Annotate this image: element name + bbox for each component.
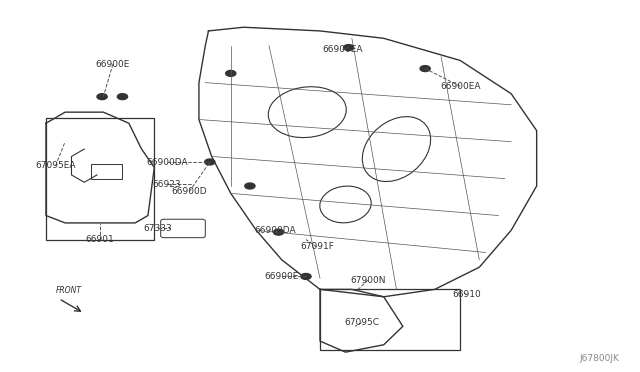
Text: 66900E: 66900E xyxy=(264,272,299,281)
Circle shape xyxy=(273,229,284,235)
Bar xyxy=(46,118,154,240)
Text: 67095C: 67095C xyxy=(344,318,379,327)
Circle shape xyxy=(245,183,255,189)
Circle shape xyxy=(117,94,127,100)
Circle shape xyxy=(344,45,354,51)
Text: 66900DA: 66900DA xyxy=(255,226,296,235)
Circle shape xyxy=(420,65,430,71)
Text: 67333: 67333 xyxy=(143,224,172,233)
Circle shape xyxy=(205,159,215,165)
Circle shape xyxy=(97,94,107,100)
Text: 66923: 66923 xyxy=(153,180,181,189)
Text: 66900D: 66900D xyxy=(172,187,207,196)
Text: 66900E: 66900E xyxy=(96,60,130,69)
Text: 66901: 66901 xyxy=(86,235,115,244)
Text: 67900N: 67900N xyxy=(350,276,385,285)
Bar xyxy=(91,164,122,179)
Text: 67091F: 67091F xyxy=(300,243,333,251)
Circle shape xyxy=(301,273,311,279)
Text: FRONT: FRONT xyxy=(56,286,81,295)
Text: 66900EA: 66900EA xyxy=(440,82,481,91)
Text: 66900EA: 66900EA xyxy=(322,45,362,54)
Bar xyxy=(320,289,460,350)
Text: 67095EA: 67095EA xyxy=(35,161,76,170)
Text: J67800JK: J67800JK xyxy=(580,354,620,363)
Text: 66910: 66910 xyxy=(452,291,481,299)
Text: 66900DA: 66900DA xyxy=(147,157,188,167)
Circle shape xyxy=(226,70,236,76)
